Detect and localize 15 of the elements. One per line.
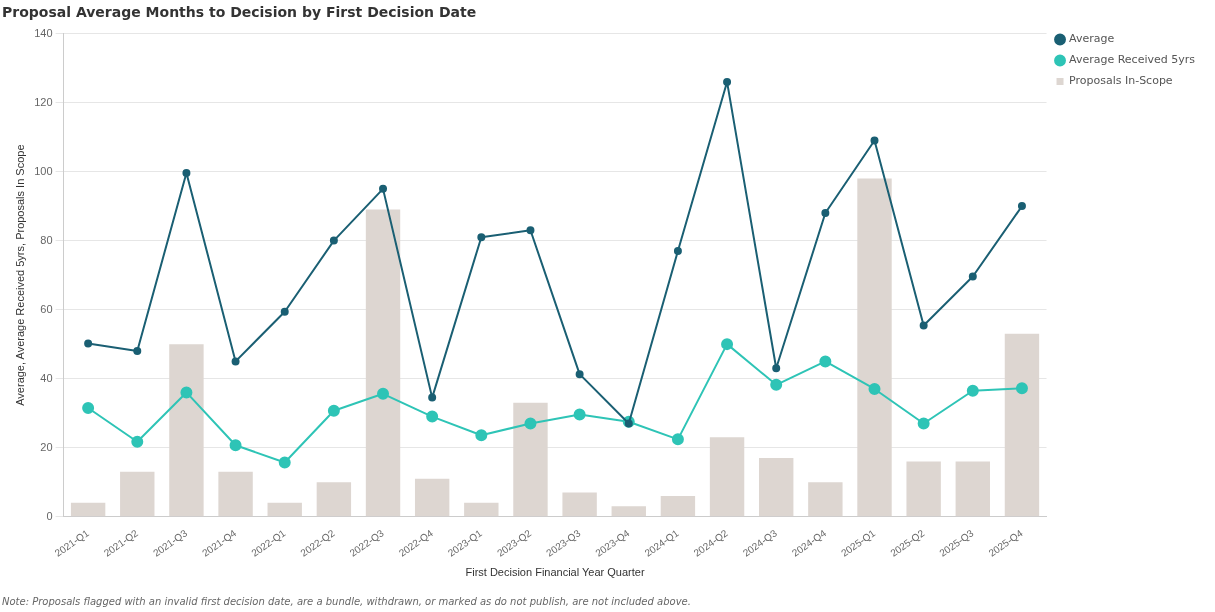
y-tick-label: 80 [40,233,53,246]
y-tick-label: 40 [40,371,53,384]
legend-label: Average [1069,32,1115,46]
legend-label: Proposals In-Scope [1069,74,1173,88]
legend-label: Average Received 5yrs [1069,53,1196,67]
x-axis-title: First Decision Financial Year Quarter [465,566,645,579]
y-tick-label: 20 [40,440,53,453]
text: Note: Proposals flagged with an invalid first decision date, are a bundle, withdrawn, or marked as do not publish, are not included above. [2,596,691,607]
y-tick-label: 100 [34,164,53,177]
y-axis-title: Average, Average Received 5yrs, Proposals In Scope [13,144,26,406]
y-tick-label: 120 [34,95,53,108]
y-tick-label: 0 [46,509,53,522]
chart-title: Proposal Average Months to Decision by First Decision Date [2,4,477,20]
y-tick-label: 60 [40,302,53,315]
y-tick-label: 140 [34,26,53,39]
